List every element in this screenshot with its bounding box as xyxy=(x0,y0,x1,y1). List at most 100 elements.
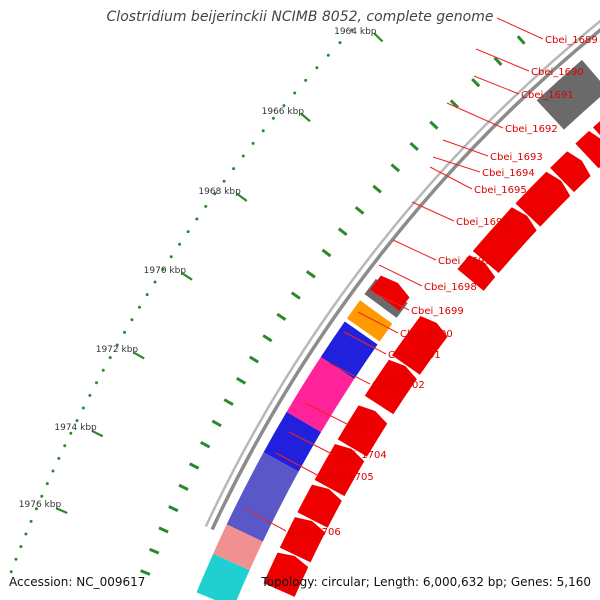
track-tick xyxy=(188,462,200,470)
scale-tick xyxy=(181,272,193,281)
gene-label: Cbei_1693 xyxy=(490,152,543,163)
cds-arrow xyxy=(337,405,388,457)
gc-dot xyxy=(241,154,245,158)
gene-label: Cbei_1692 xyxy=(505,124,558,135)
gene-label: xseA xyxy=(349,420,373,431)
track-tick xyxy=(248,355,260,364)
gc-dot xyxy=(204,204,208,208)
summary-label: Topology: circular; Length: 6,000,632 bp… xyxy=(261,575,591,589)
scale-tick xyxy=(300,112,311,123)
scale-labels: 1964 kbp 1966 kbp 1968 kbp 1970 kbp 1972 kbp… xyxy=(19,27,384,514)
gc-dot xyxy=(315,66,319,70)
track-tick xyxy=(372,184,382,194)
gene-label: Cbei_1704 xyxy=(334,450,387,461)
gc-dot xyxy=(232,167,236,171)
track-tick xyxy=(290,291,301,300)
gc-skew-dots xyxy=(9,28,354,574)
scale-label: 1976 kbp xyxy=(19,500,62,510)
gene-leader-line xyxy=(432,156,481,173)
track-tick xyxy=(223,398,234,406)
gene-label: Cbei_1689 xyxy=(545,35,598,46)
scale-tick xyxy=(91,429,104,438)
gc-dot xyxy=(19,545,23,549)
track-tick xyxy=(471,77,481,88)
scale-label: 1966 kbp xyxy=(262,107,305,117)
cds-arrow xyxy=(391,316,448,375)
gc-dot xyxy=(123,330,127,334)
track-tick xyxy=(211,419,222,428)
track-tick xyxy=(158,526,169,534)
feature-block-outer xyxy=(263,411,322,472)
backbone-outer-ring xyxy=(210,28,600,531)
scale-tick xyxy=(55,507,68,514)
gc-dot xyxy=(57,456,61,460)
track-tick xyxy=(276,312,287,321)
gc-dot xyxy=(338,41,342,45)
feature-block-outer xyxy=(320,321,378,379)
gc-dot xyxy=(34,507,38,511)
inner-ticks xyxy=(140,35,526,576)
gene-leader-line xyxy=(288,431,333,455)
gene-label: Cbei_1697 xyxy=(438,256,491,267)
cds-arrow xyxy=(279,517,326,563)
gene-label: Cbei_1694 xyxy=(482,168,535,179)
gene-leader-line xyxy=(392,239,437,261)
gc-dot xyxy=(186,230,190,234)
gc-dot xyxy=(293,91,297,95)
gc-dot xyxy=(29,519,33,523)
gene-leader-line xyxy=(496,17,544,40)
gc-dot xyxy=(326,53,330,57)
gc-dot xyxy=(88,393,92,397)
cds-arrow xyxy=(550,151,591,193)
gene-leader-line xyxy=(304,402,348,425)
feature-track xyxy=(196,59,600,600)
feature-block-outer xyxy=(226,452,299,542)
gene-leader-line xyxy=(442,139,489,157)
gene-label: Cbei_1690 xyxy=(531,67,584,78)
gene-label: Cbei_1696 xyxy=(456,217,509,228)
gc-dot xyxy=(161,267,165,271)
gc-dot xyxy=(115,343,119,347)
feature-block-outer xyxy=(536,59,600,130)
gene-leader-line xyxy=(429,166,473,190)
gc-dot xyxy=(271,116,275,120)
gc-dot xyxy=(350,28,354,32)
gene-label: Cbei_1705 xyxy=(321,472,374,483)
track-tick xyxy=(516,35,526,45)
track-tick xyxy=(449,99,459,109)
gc-dot xyxy=(75,419,79,423)
gene-label: Cbei_1698 xyxy=(424,282,477,293)
scale-tick xyxy=(236,192,248,202)
gene-label: Cbei_1695 xyxy=(474,185,527,196)
feature-block-outer xyxy=(196,553,250,600)
gene-leader-line xyxy=(411,201,455,222)
gene-leader-line xyxy=(473,75,520,95)
track-tick xyxy=(305,270,316,279)
gc-dot xyxy=(282,104,286,108)
gene-leader-line xyxy=(275,452,320,477)
gc-dot xyxy=(95,381,99,385)
cds-arrow xyxy=(297,484,342,528)
gc-dot xyxy=(108,356,112,360)
gene-leader-line xyxy=(245,508,287,532)
gene-label: Cbei_1699 xyxy=(411,306,464,317)
cds-arrow xyxy=(472,207,537,274)
track-tick xyxy=(235,376,247,385)
gc-dot xyxy=(213,192,217,196)
gc-dot xyxy=(153,280,157,284)
gc-dot xyxy=(261,129,265,133)
cds-arrow xyxy=(314,443,365,497)
gene-label: Cbei_1700 xyxy=(400,329,453,340)
accession-label: Accession: NC_009617 xyxy=(9,575,146,589)
gc-dot xyxy=(51,469,55,473)
gc-dot xyxy=(63,444,67,448)
gene-leader-line xyxy=(328,362,371,385)
track-tick xyxy=(409,142,419,151)
gc-dot xyxy=(195,217,199,221)
scale-label: 1964 kbp xyxy=(334,27,377,37)
cds-arrow xyxy=(515,171,571,227)
feature-block-outer xyxy=(213,524,263,571)
gc-dot xyxy=(251,141,255,145)
gene-label: Cbei_1702 xyxy=(372,380,425,391)
